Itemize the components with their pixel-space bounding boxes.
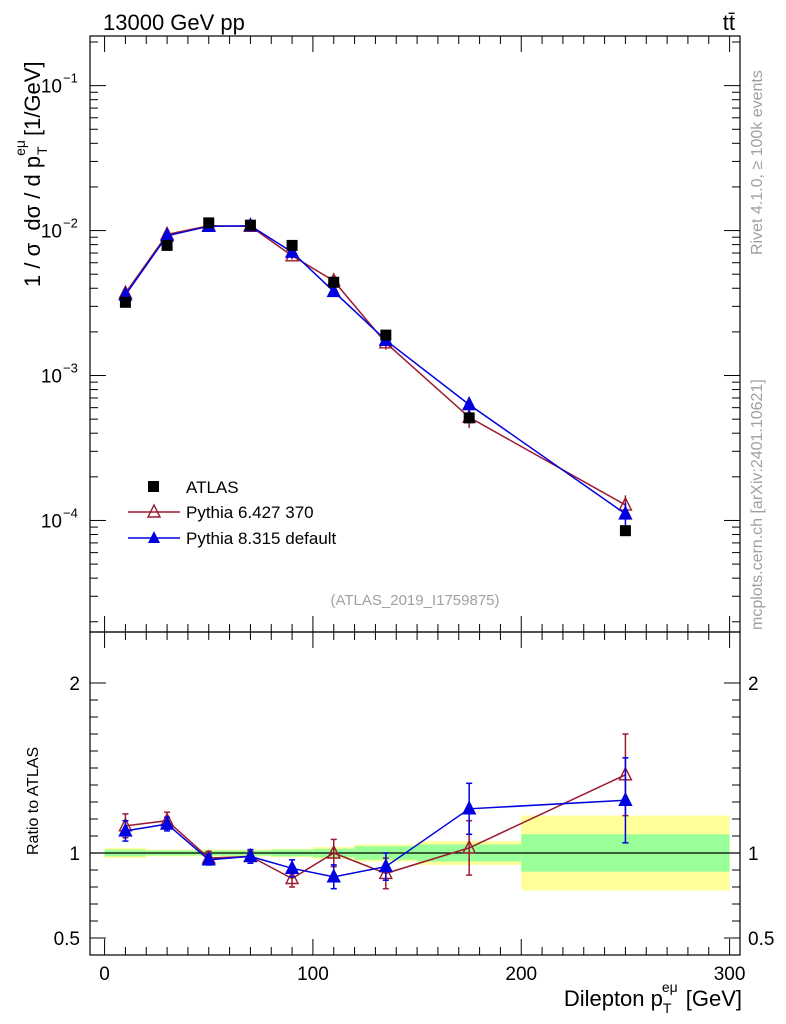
y-tick-label: 10 — [41, 367, 62, 388]
pythia8-ratio-point — [618, 791, 633, 806]
pythia8-point — [326, 282, 341, 298]
pythia8-point — [284, 243, 300, 258]
legend-pythia8-marker — [148, 531, 160, 543]
legend-pythia8-label: Pythia 8.315 default — [186, 529, 337, 548]
pythia8-ratio-point — [201, 851, 216, 866]
data-point — [286, 239, 298, 251]
data-point — [244, 219, 256, 231]
x-tick-label: 200 — [505, 964, 537, 985]
y-tick-exponent: −4 — [63, 505, 78, 520]
y-tick-label: 10 — [41, 77, 62, 98]
ratio-frame — [89, 631, 741, 956]
pythia8-ratio-point — [378, 858, 393, 873]
ratio-tick-label-right: 2 — [748, 674, 759, 695]
process-label: tt̄ — [723, 10, 735, 35]
data-point — [380, 329, 392, 341]
y-tick-exponent: −2 — [63, 216, 78, 231]
pythia8-ratio-point — [326, 868, 341, 883]
pythia8-ratio-point — [159, 815, 175, 830]
y-tick-label: 10 — [41, 511, 62, 532]
analysis-label: (ATLAS_2019_I1759875) — [330, 592, 499, 609]
ratio-tick-label: 2 — [69, 674, 80, 695]
data-point — [203, 217, 215, 229]
pythia6-ratio-point — [326, 844, 341, 859]
legend-data-label: ATLAS — [186, 478, 239, 497]
ratio-tick-label: 0.5 — [54, 929, 80, 950]
data-point — [619, 525, 631, 537]
data-point — [119, 296, 131, 308]
y-tick-exponent: −3 — [63, 361, 78, 376]
pythia8-ratio-point — [462, 800, 477, 815]
ratio-tick-label-right: 1 — [748, 844, 759, 865]
pythia8-ratio-point — [243, 847, 258, 863]
x-tick-label: 0 — [99, 964, 110, 985]
legend-data-marker — [148, 481, 159, 492]
legend: ATLAS Pythia 6.427 370 Pythia 8.315 defa… — [128, 478, 337, 548]
ratio-tick-label: 1 — [69, 844, 80, 865]
energy-label: 13000 GeV pp — [103, 10, 245, 35]
pythia8-point — [462, 396, 477, 411]
pythia8-ratio-point — [118, 822, 133, 837]
pythia8-point — [618, 505, 633, 520]
pythia6-ratio-point — [462, 839, 477, 854]
rivet-label: Rivet 4.1.0, ≥ 100k events — [749, 70, 766, 255]
pythia8-ratio-point — [284, 859, 300, 874]
y-tick-exponent: −1 — [63, 71, 78, 86]
legend-pythia6-marker — [146, 503, 162, 518]
data-point — [463, 412, 475, 424]
x-tick-label: 300 — [714, 964, 746, 985]
y-tick-label: 10 — [41, 222, 62, 243]
data-point — [161, 239, 173, 251]
ratio-y-label: Ratio to ATLAS — [25, 747, 42, 855]
ratio-tick-label-right: 0.5 — [748, 929, 774, 950]
x-tick-label: 100 — [297, 964, 329, 985]
x-axis-label: Dilepton pTeμ [GeV] — [564, 979, 742, 1016]
data-point — [328, 276, 340, 288]
mcplots-label: mcplots.cern.ch [arXiv:2401.10621] — [749, 379, 766, 630]
legend-pythia6-label: Pythia 6.427 370 — [186, 503, 314, 522]
